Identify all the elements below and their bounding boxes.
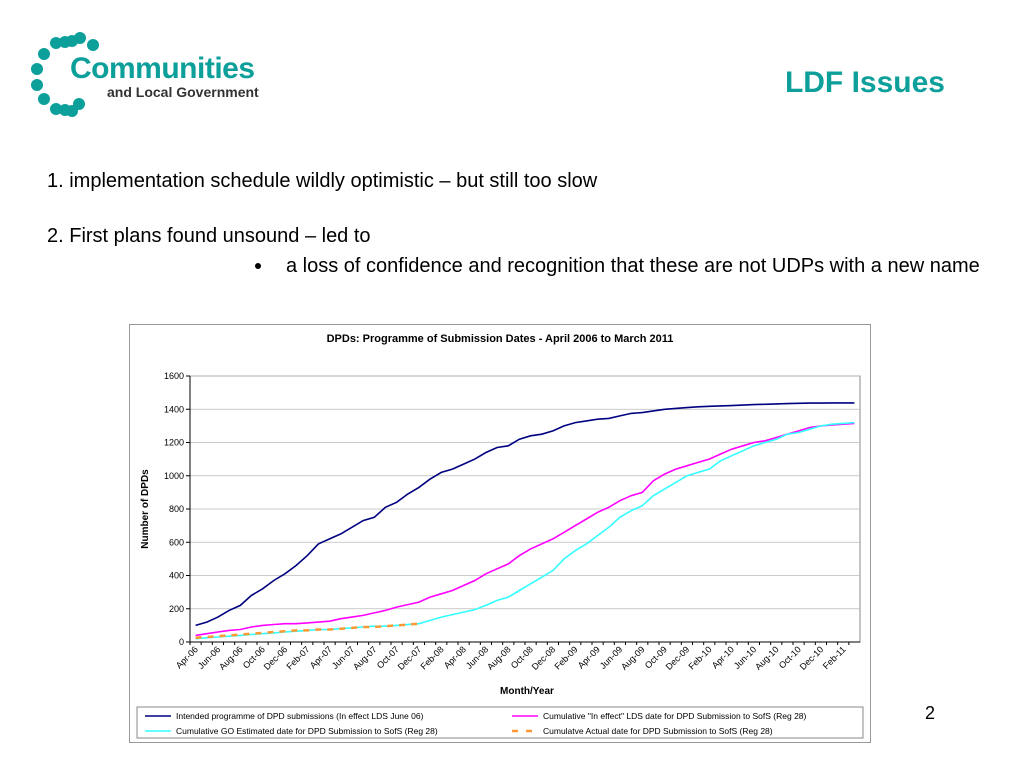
legend-label: Cumulative "In effect" LDS date for DPD … <box>543 711 807 721</box>
series-line <box>195 402 855 627</box>
chart-title: DPDs: Programme of Submission Dates - Ap… <box>327 333 674 345</box>
y-tick-label: 1000 <box>164 471 184 481</box>
page-number: 2 <box>925 703 936 723</box>
legend-frame <box>136 706 864 739</box>
logo-subname: and Local Government <box>107 84 259 100</box>
series-line <box>195 622 419 640</box>
legend-label: Cumulatve Actual date for DPD Submission… <box>543 726 773 736</box>
sub-point: a loss of confidence and recognition tha… <box>286 255 980 277</box>
logo-name: Communities <box>70 52 255 85</box>
series-line <box>195 422 855 637</box>
y-tick-label: 800 <box>169 504 184 514</box>
y-tick-label: 200 <box>169 604 184 614</box>
y-tick-label: 600 <box>169 537 184 547</box>
y-tick-label: 0 <box>179 637 184 647</box>
point: 2. First plans found unsound – led to <box>47 225 371 247</box>
x-axis-label: Month/Year <box>500 686 554 697</box>
point: 1. implementation schedule wildly optimi… <box>47 170 598 192</box>
y-tick-label: 1600 <box>164 371 184 381</box>
slide-title: LDF Issues <box>784 66 945 99</box>
y-tick-label: 400 <box>169 571 184 581</box>
y-axis-label: Number of DPDs <box>140 469 151 549</box>
y-tick-label: 1400 <box>164 404 184 414</box>
bullet <box>255 263 261 269</box>
legend-label: Cumulative GO Estimated date for DPD Sub… <box>176 726 438 736</box>
chart: DPDs: Programme of Submission Dates - Ap… <box>129 324 871 743</box>
y-tick-label: 1200 <box>164 438 184 448</box>
logo-dots-right <box>59 32 99 116</box>
legend-label: Intended programme of DPD submissions (I… <box>176 711 424 721</box>
